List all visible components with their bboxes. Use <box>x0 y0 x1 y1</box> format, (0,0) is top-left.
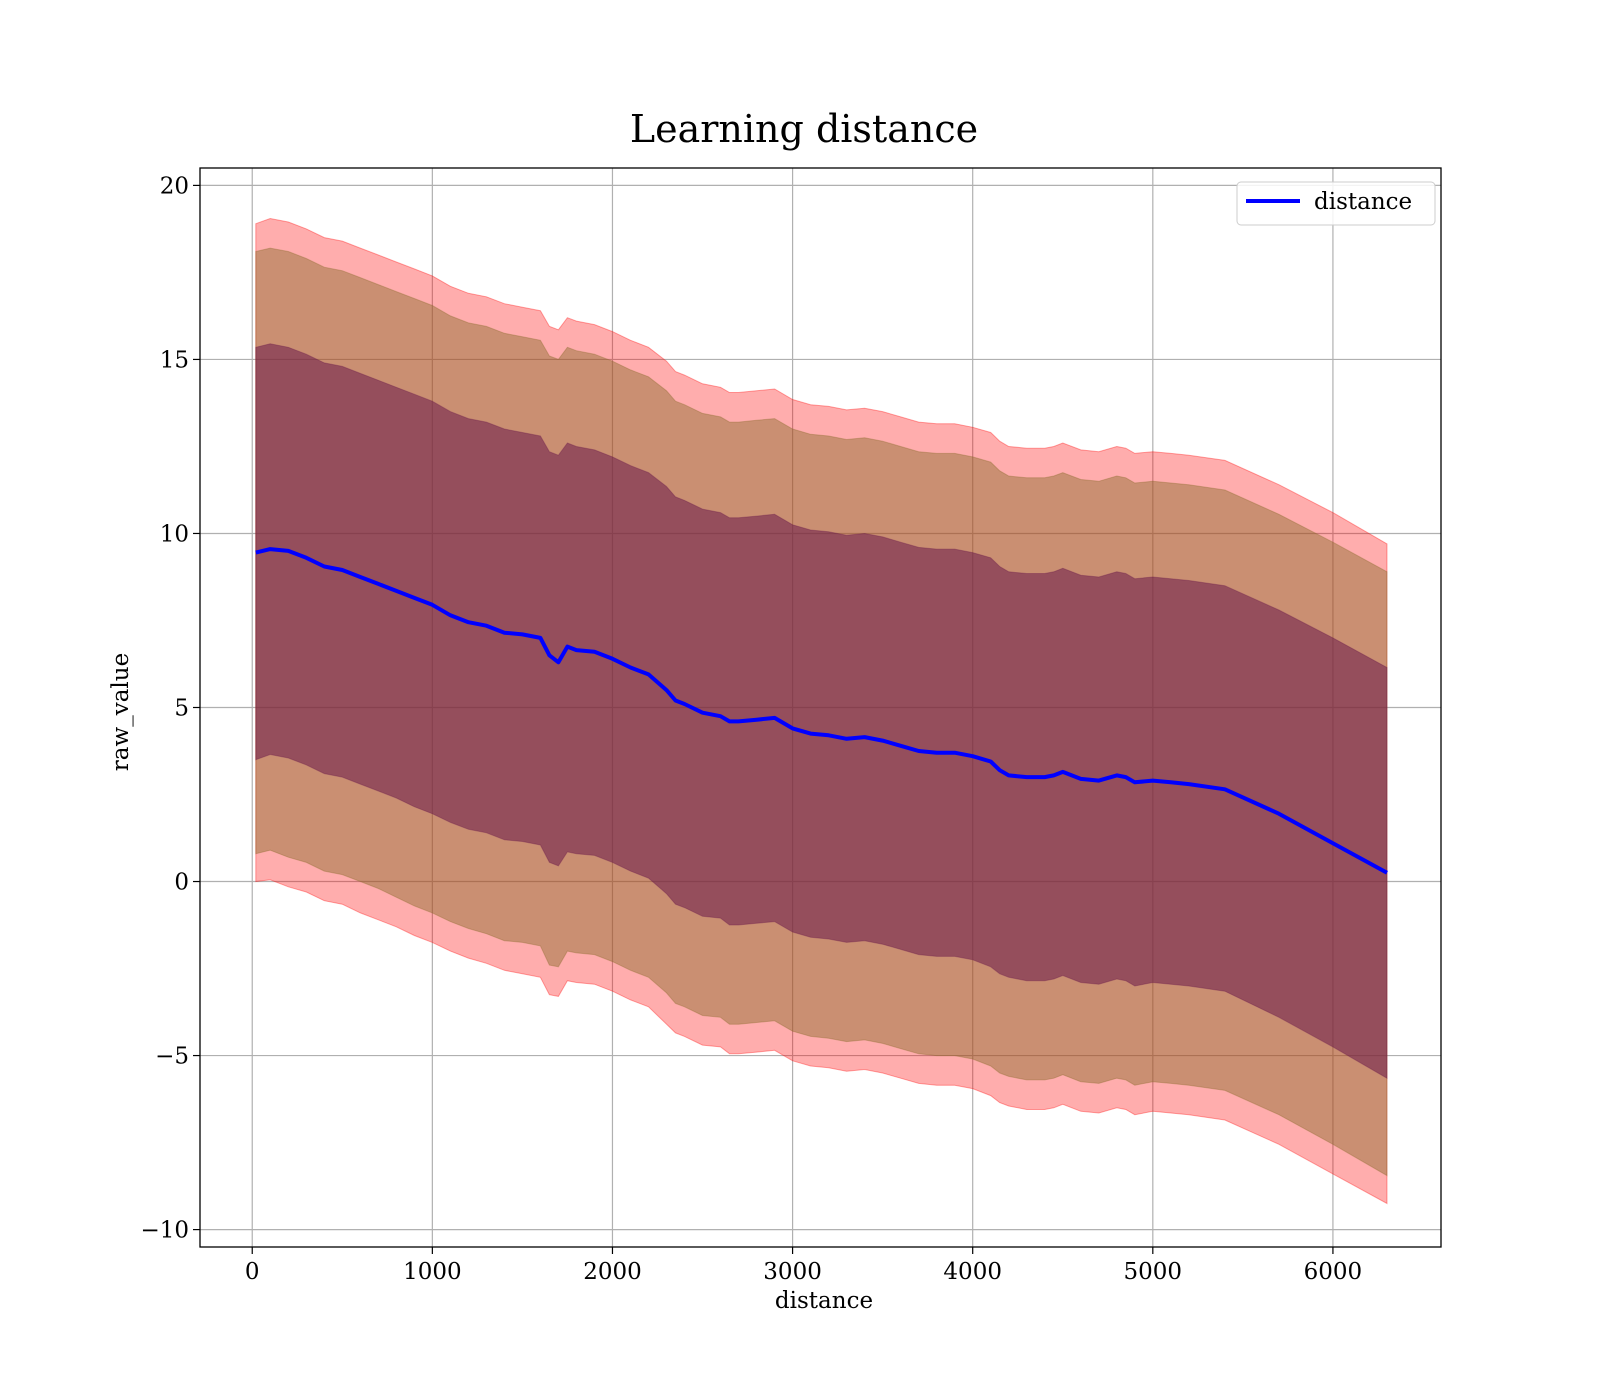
x-tick-label: 0 <box>245 1259 260 1285</box>
band-2 <box>255 343 1388 1080</box>
legend-label-distance: distance <box>1314 189 1412 215</box>
legend-box <box>1236 181 1436 226</box>
x-tick-label: 5000 <box>1124 1259 1183 1285</box>
y-tick-label: 5 <box>174 696 189 722</box>
series-lines <box>255 547 1388 875</box>
x-tick-label: 4000 <box>943 1259 1002 1285</box>
x-tick-label: 3000 <box>763 1259 822 1285</box>
chart-title: Learning distance <box>630 107 978 151</box>
y-tick-label: 15 <box>160 347 189 373</box>
y-tick-label: −5 <box>155 1044 189 1070</box>
y-tick-label: 20 <box>160 173 189 199</box>
bands <box>255 217 1388 1205</box>
x-tick-label: 6000 <box>1304 1259 1363 1285</box>
series-line-distance <box>255 547 1388 875</box>
y-axis-ticks: −10 −5 0 5 10 15 20 <box>140 173 200 1244</box>
x-axis-label: distance <box>775 1288 873 1314</box>
x-axis-ticks: 0 1000 2000 3000 4000 5000 6000 <box>245 1247 1362 1285</box>
x-tick-label: 2000 <box>583 1259 642 1285</box>
y-tick-label: 0 <box>174 870 189 896</box>
legend: distance <box>1236 181 1436 226</box>
y-tick-label: −10 <box>140 1218 189 1244</box>
x-tick-label: 1000 <box>403 1259 462 1285</box>
y-tick-label: 10 <box>160 521 189 547</box>
y-axis-label: raw_value <box>108 653 134 771</box>
